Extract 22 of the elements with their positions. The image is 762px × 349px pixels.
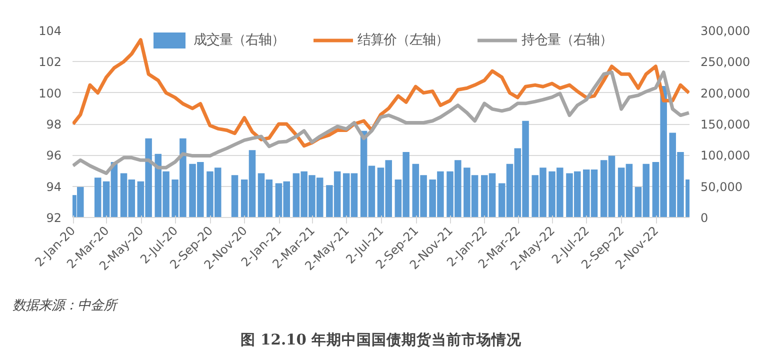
y2-tick-label: 300,000 [700,24,750,38]
y2-tick-label: 0 [700,211,708,225]
bar [231,175,238,218]
y-tick-label: 104 [38,24,62,38]
legend-label: 成交量（右轴） [194,32,284,49]
y2-tick-label: 200,000 [700,86,750,100]
y-tick-label: 102 [38,55,62,70]
bar [94,178,102,218]
y2-tick-label: 100,000 [700,148,750,163]
line-series [72,70,690,175]
y-tick-label: 96 [46,148,62,163]
y2-tick-label: 250,000 [700,55,750,70]
legend-label: 结算价（左轴） [358,32,448,49]
source-note: 数据来源：中金所 [12,298,118,314]
y-tick-label: 94 [46,180,62,194]
y2-tick-label: 50,000 [700,180,742,194]
y2-tick-label: 150,000 [700,118,750,132]
legend-label: 持仓量（右轴） [522,32,612,49]
y-tick-label: 92 [46,211,62,225]
y-tick-label: 100 [38,86,62,100]
y-tick-label: 98 [46,118,62,132]
text: 图 12.10 年期中国国债期货当前市场情况 [240,330,523,348]
